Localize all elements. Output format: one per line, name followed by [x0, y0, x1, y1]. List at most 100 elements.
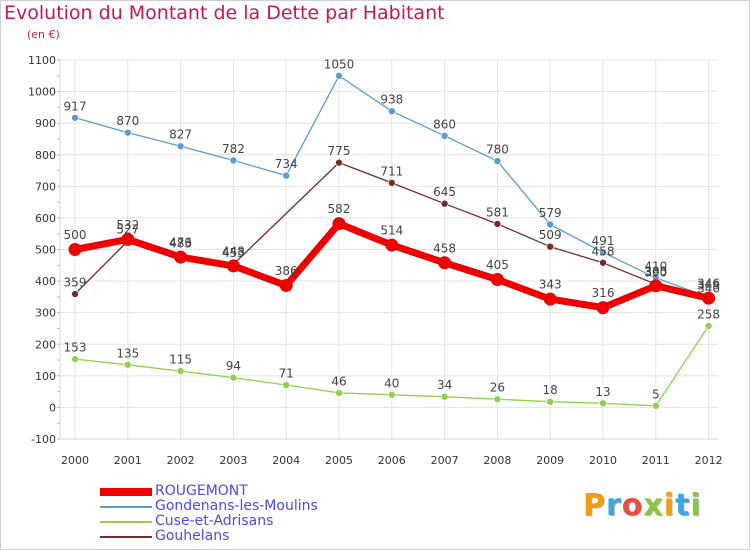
data-label-cuse-et-adrisans: 135: [116, 346, 139, 360]
data-label-gondenans-les-moulins: 938: [380, 93, 403, 107]
data-label-cuse-et-adrisans: 5: [652, 387, 660, 401]
y-tick-label: 500: [35, 244, 56, 257]
logo-letter: t: [675, 488, 691, 523]
logo-letter: i: [690, 488, 702, 523]
logo-letter: x: [643, 488, 664, 523]
data-point-cuse-et-adrisans: [440, 392, 449, 401]
data-point-gouhelans: [546, 242, 555, 251]
data-label-gouhelans: 390: [644, 266, 667, 280]
data-point-cuse-et-adrisans: [229, 373, 238, 382]
data-label-cuse-et-adrisans: 34: [437, 378, 452, 392]
data-label-cuse-et-adrisans: 13: [595, 385, 610, 399]
data-label-gondenans-les-moulins: 579: [539, 206, 562, 220]
y-tick-label: -100: [31, 433, 56, 446]
x-tick-label: 2005: [325, 454, 353, 467]
data-label-cuse-et-adrisans: 46: [331, 374, 346, 388]
data-point-gondenans-les-moulins: [282, 171, 291, 180]
data-point-rougemont: [279, 279, 293, 293]
data-label-cuse-et-adrisans: 258: [697, 307, 720, 321]
data-point-gondenans-les-moulins: [387, 107, 396, 115]
y-tick-label: 400: [35, 275, 56, 288]
data-point-rougemont: [385, 238, 399, 252]
x-tick-label: 2002: [167, 454, 195, 467]
data-point-gouhelans: [71, 290, 79, 298]
logo-letter: o: [621, 488, 644, 523]
data-label-cuse-et-adrisans: 40: [384, 376, 399, 390]
data-label-gouhelans: 527: [116, 222, 139, 236]
chart-unit-label: (en €): [27, 28, 60, 41]
data-point-rougemont: [702, 291, 716, 305]
proxiti-logo: Proxiti: [583, 488, 702, 523]
data-label-rougemont: 386: [275, 264, 298, 278]
data-label-cuse-et-adrisans: 18: [543, 383, 558, 397]
data-label-rougemont: 316: [592, 286, 615, 300]
data-point-gouhelans: [440, 199, 449, 208]
data-point-cuse-et-adrisans: [599, 399, 607, 408]
chart-title: Evolution du Montant de la Dette par Hab…: [4, 2, 445, 24]
data-point-gouhelans: [335, 158, 343, 167]
data-label-gondenans-les-moulins: 917: [64, 99, 87, 113]
data-label-gondenans-les-moulins: 491: [592, 234, 615, 248]
data-point-gondenans-les-moulins: [335, 71, 343, 80]
data-label-cuse-et-adrisans: 94: [226, 359, 241, 373]
data-label-gouhelans: 359: [64, 276, 87, 290]
data-label-gouhelans: 483: [169, 236, 192, 250]
y-tick-label: 900: [35, 117, 56, 130]
data-label-rougemont: 346: [697, 277, 720, 291]
data-point-gouhelans: [599, 258, 607, 267]
data-label-cuse-et-adrisans: 153: [64, 341, 87, 355]
y-tick-label: 1100: [28, 54, 56, 67]
x-tick-label: 2006: [378, 454, 406, 467]
data-point-gondenans-les-moulins: [493, 157, 502, 165]
y-tick-label: 100: [35, 370, 56, 383]
data-point-cuse-et-adrisans: [282, 381, 291, 389]
data-label-rougemont: 343: [539, 278, 562, 292]
y-tick-label: 700: [35, 180, 56, 193]
data-point-cuse-et-adrisans: [651, 402, 660, 410]
data-point-gondenans-les-moulins: [440, 132, 449, 140]
data-point-rougemont: [438, 256, 452, 270]
data-label-rougemont: 385: [644, 264, 667, 278]
x-tick-label: 2010: [589, 454, 617, 467]
data-point-cuse-et-adrisans: [176, 367, 185, 375]
y-tick-label: 0: [49, 401, 56, 414]
legend-label: Cuse-et-Adrisans: [155, 513, 274, 529]
data-point-cuse-et-adrisans: [124, 360, 132, 369]
data-label-rougemont: 514: [380, 224, 403, 238]
data-point-gondenans-les-moulins: [176, 142, 185, 151]
legend-swatch: [100, 488, 152, 496]
data-point-gondenans-les-moulins: [229, 156, 238, 165]
data-label-gouhelans: 711: [380, 164, 403, 178]
data-label-gondenans-les-moulins: 410: [644, 259, 667, 273]
data-label-rougemont: 500: [64, 228, 87, 242]
legend-swatch: [100, 536, 152, 538]
data-point-cuse-et-adrisans: [387, 390, 396, 399]
data-label-rougemont: 532: [116, 218, 139, 232]
data-label-gondenans-les-moulins: 349: [697, 279, 720, 293]
legend-label: Gondenans-les-Moulins: [155, 498, 318, 514]
x-tick-label: 2000: [61, 454, 89, 467]
x-tick-label: 2001: [114, 454, 142, 467]
data-point-cuse-et-adrisans: [704, 322, 713, 330]
data-label-gouhelans: 458: [592, 244, 615, 258]
data-label-gouhelans: 581: [486, 205, 509, 219]
data-label-gouhelans: 453: [222, 246, 245, 260]
data-point-rougemont: [332, 217, 346, 231]
data-point-cuse-et-adrisans: [335, 389, 343, 397]
logo-letter: r: [606, 488, 622, 523]
x-tick-label: 2012: [695, 454, 723, 467]
data-label-gouhelans: 509: [539, 228, 562, 242]
legend-swatch: [100, 506, 152, 508]
data-label-cuse-et-adrisans: 115: [169, 353, 192, 367]
y-tick-label: 200: [35, 338, 56, 351]
x-tick-label: 2007: [431, 454, 459, 467]
data-label-gondenans-les-moulins: 860: [433, 117, 456, 131]
data-label-gouhelans: 775: [328, 144, 351, 158]
data-label-rougemont: 405: [486, 258, 509, 272]
data-point-cuse-et-adrisans: [493, 395, 502, 404]
x-tick-label: 2004: [272, 454, 300, 467]
logo-letter: i: [663, 488, 676, 523]
y-tick-label: 600: [35, 212, 56, 225]
data-label-cuse-et-adrisans: 26: [490, 381, 505, 395]
